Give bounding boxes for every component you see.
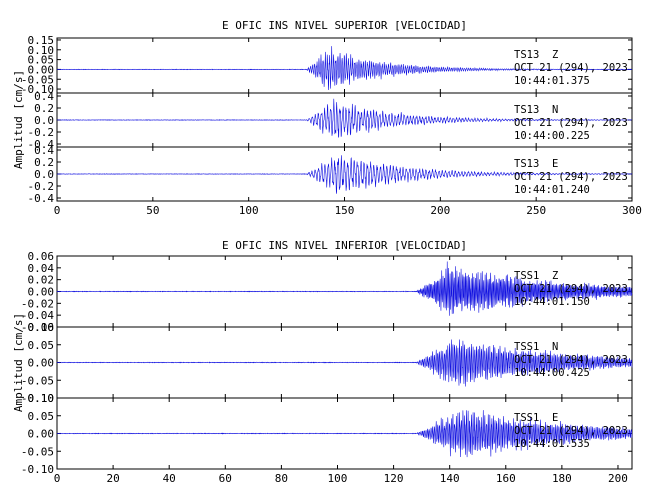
- y-tick-label: -0.2: [28, 180, 55, 193]
- y-tick-label: 0.02: [28, 274, 55, 287]
- y-tick-label: -0.05: [21, 374, 54, 387]
- y-tick-label: 0.2: [34, 102, 54, 115]
- x-tick-label: 200: [430, 204, 450, 217]
- y-tick-label: 0.00: [28, 286, 55, 299]
- waveform-trace: [56, 410, 633, 458]
- y-tick-label: -0.02: [21, 297, 54, 310]
- y-tick-label: 0.15: [28, 34, 55, 47]
- y-tick-label: -0.10: [21, 83, 54, 96]
- x-tick-label: 150: [335, 204, 355, 217]
- y-tick-label: 0.0: [34, 168, 54, 181]
- record-time: 10:44:00.225: [514, 130, 590, 142]
- x-tick-label: 80: [275, 472, 288, 485]
- station-code: TSS1: [514, 270, 539, 282]
- y-tick-label: 0.10: [28, 321, 55, 334]
- x-tick-label: 60: [219, 472, 232, 485]
- component-code: Z: [552, 49, 558, 61]
- x-tick-label: 40: [163, 472, 176, 485]
- y-tick-label: -0.10: [21, 463, 54, 476]
- record-date: OCT 21 (294), 2023: [514, 117, 628, 129]
- x-tick-label: 50: [146, 204, 159, 217]
- record-time: 10:44:01.535: [514, 438, 590, 450]
- component-code: E: [552, 412, 558, 424]
- y-tick-label: -0.10: [21, 392, 54, 405]
- station-code: TSS1: [514, 341, 539, 353]
- waveform-trace: [56, 98, 633, 139]
- y-tick-label: -0.2: [28, 126, 55, 139]
- y-axis-label: Amplitud [cm/s]: [12, 313, 25, 412]
- station-code: TS13: [514, 158, 539, 170]
- x-tick-label: 20: [106, 472, 119, 485]
- record-date: OCT 21 (294), 2023: [514, 425, 628, 437]
- waveform-trace: [56, 261, 633, 316]
- y-tick-label: 0.4: [34, 144, 54, 157]
- y-tick-label: -0.4: [28, 192, 55, 205]
- y-tick-label: 0.4: [34, 90, 54, 103]
- y-tick-label: 0.06: [28, 250, 55, 263]
- y-tick-label: 0.04: [28, 262, 55, 275]
- component-code: Z: [552, 270, 558, 282]
- record-date: OCT 21 (294), 2023: [514, 354, 628, 366]
- y-tick-label: -0.06: [21, 321, 54, 334]
- station-code: TSS1: [514, 412, 539, 424]
- x-tick-label: 120: [384, 472, 404, 485]
- y-tick-label: 0.00: [28, 428, 55, 441]
- record-time: 10:44:01.150: [514, 296, 590, 308]
- x-tick-label: 200: [608, 472, 628, 485]
- station-code: TS13: [514, 104, 539, 116]
- x-tick-label: 160: [496, 472, 516, 485]
- y-tick-label: 0.00: [28, 63, 55, 76]
- y-tick-label: -0.05: [21, 445, 54, 458]
- waveform-trace: [56, 155, 633, 194]
- y-tick-label: 0.10: [28, 44, 55, 57]
- station-code: TS13: [514, 49, 539, 61]
- x-tick-label: 100: [328, 472, 348, 485]
- waveform-trace: [56, 46, 633, 91]
- chart-title: E OFIC INS NIVEL SUPERIOR [VELOCIDAD]: [222, 19, 467, 32]
- x-tick-label: 300: [622, 204, 642, 217]
- y-tick-label: 0.2: [34, 156, 54, 169]
- x-tick-label: 180: [552, 472, 572, 485]
- component-code: N: [552, 104, 558, 116]
- record-date: OCT 21 (294), 2023: [514, 171, 628, 183]
- chart-title: E OFIC INS NIVEL INFERIOR [VELOCIDAD]: [222, 239, 467, 252]
- x-tick-label: 0: [54, 204, 61, 217]
- x-tick-label: 100: [239, 204, 259, 217]
- y-tick-label: 0.05: [28, 410, 55, 423]
- x-tick-label: 250: [526, 204, 546, 217]
- component-code: N: [552, 341, 558, 353]
- y-tick-label: 0.10: [28, 392, 55, 405]
- y-tick-label: -0.05: [21, 73, 54, 86]
- record-time: 10:44:00.425: [514, 367, 590, 379]
- y-axis-label: Amplitud [cm/s]: [12, 70, 25, 169]
- x-tick-label: 140: [440, 472, 460, 485]
- y-tick-label: 0.0: [34, 114, 54, 127]
- record-time: 10:44:01.240: [514, 184, 590, 196]
- x-tick-label: 0: [54, 472, 61, 485]
- y-tick-label: 0.00: [28, 357, 55, 370]
- y-tick-label: -0.4: [28, 138, 55, 151]
- component-code: E: [552, 158, 558, 170]
- record-date: OCT 21 (294), 2023: [514, 283, 628, 295]
- record-date: OCT 21 (294), 2023: [514, 62, 628, 74]
- y-tick-label: 0.05: [28, 339, 55, 352]
- record-time: 10:44:01.375: [514, 75, 590, 87]
- y-tick-label: 0.05: [28, 54, 55, 67]
- y-tick-label: -0.04: [21, 309, 54, 322]
- waveform-trace: [56, 339, 633, 387]
